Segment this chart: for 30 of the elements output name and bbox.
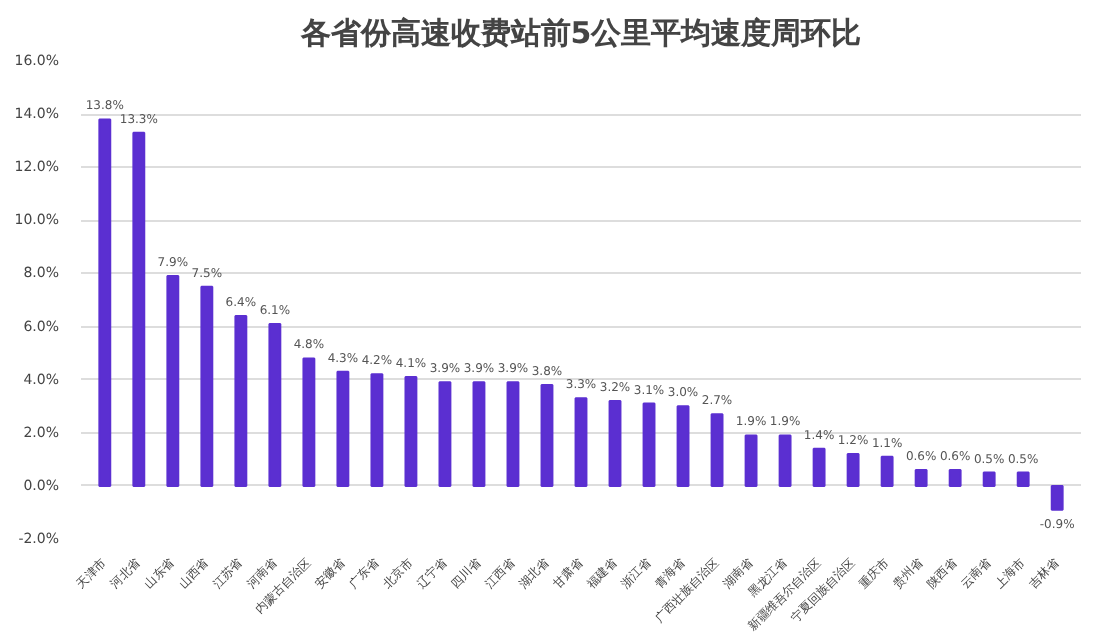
bar: [234, 314, 248, 487]
bar: [880, 455, 894, 487]
bar: [132, 131, 146, 487]
bar: [404, 376, 418, 487]
bar: [506, 381, 520, 487]
bar: [914, 468, 928, 487]
bar: [676, 405, 690, 487]
bar: [540, 383, 554, 487]
bar: [302, 357, 316, 487]
bar: [1016, 471, 1030, 487]
bar: [472, 381, 486, 487]
bar: [642, 402, 656, 487]
bar: [336, 370, 350, 487]
bar: [710, 413, 724, 487]
bar: [438, 381, 452, 487]
bar: [166, 275, 180, 487]
bar: [982, 471, 996, 487]
bar: [608, 399, 622, 487]
bar: [812, 447, 826, 487]
bar: [846, 453, 860, 487]
chart-title: 各省份高速收费站前5公里平均速度周环比: [298, 15, 862, 51]
bar: [268, 322, 282, 487]
bar: [1050, 484, 1064, 511]
bar: [200, 285, 214, 487]
bar: [778, 434, 792, 487]
bar: [948, 468, 962, 487]
bar: [744, 434, 758, 487]
bar: [98, 118, 112, 487]
bar: [370, 373, 384, 487]
bar: [574, 397, 588, 487]
